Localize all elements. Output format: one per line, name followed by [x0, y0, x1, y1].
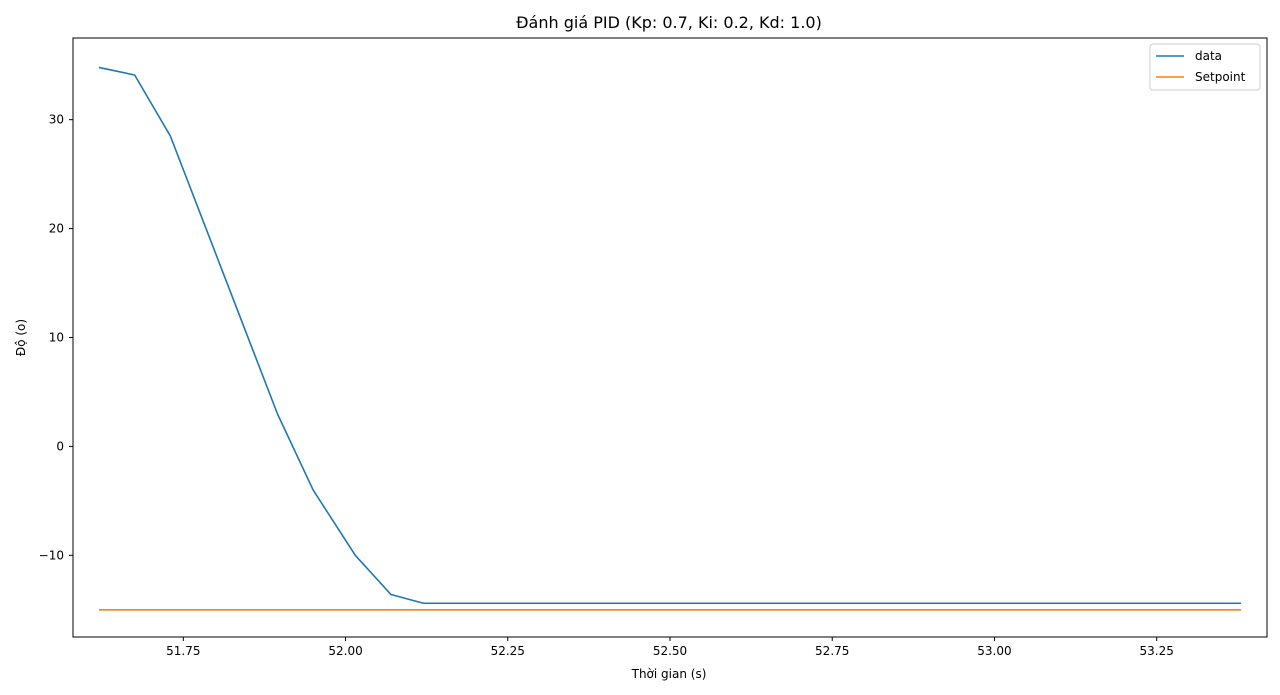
legend: data Setpoint: [1149, 43, 1261, 91]
y-tick-label: 0: [56, 439, 64, 453]
x-tick-label: 52.25: [491, 644, 525, 658]
y-tick-label: −10: [39, 548, 64, 562]
x-tick-label: 51.75: [166, 644, 200, 658]
x-tick-label: 52.00: [328, 644, 362, 658]
chart-title: Đánh giá PID (Kp: 0.7, Ki: 0.2, Kd: 1.0): [516, 13, 822, 32]
x-tick-label: 53.00: [977, 644, 1011, 658]
x-axis: 51.75 52.00 52.25 52.50 52.75 53.00 53.25: [166, 637, 1174, 658]
x-tick-label: 52.75: [815, 644, 849, 658]
y-axis: −10 0 10 20 30: [39, 113, 73, 562]
plot-area: [73, 38, 1267, 637]
series-layer: [98, 66, 1242, 611]
y-tick-label: 30: [49, 113, 64, 127]
y-axis-title: Độ (o): [14, 319, 28, 356]
legend-label: Setpoint: [1195, 70, 1246, 84]
y-tick-label: 20: [49, 222, 64, 236]
y-tick-label: 10: [49, 331, 64, 345]
x-axis-title: Thời gian (s): [631, 667, 707, 681]
x-tick-label: 53.25: [1140, 644, 1174, 658]
x-tick-label: 52.50: [653, 644, 687, 658]
legend-label: data: [1195, 49, 1222, 63]
series-line-data: [98, 66, 1242, 605]
